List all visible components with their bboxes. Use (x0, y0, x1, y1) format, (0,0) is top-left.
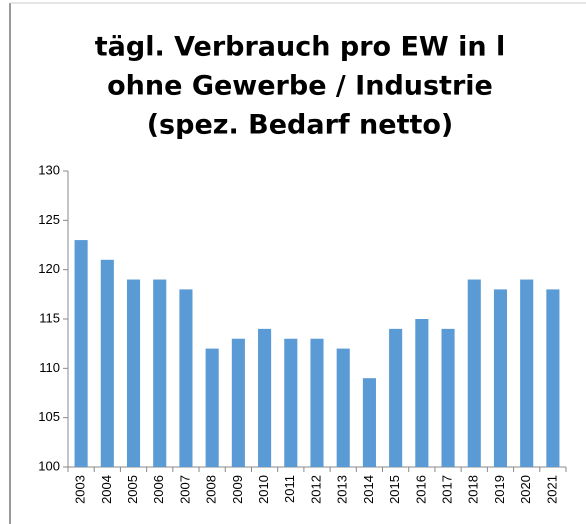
bar (231, 338, 245, 467)
bar (74, 240, 88, 467)
bar (493, 289, 508, 467)
x-tick-label: 2005 (125, 475, 140, 504)
x-tick-label: 2013 (335, 475, 350, 504)
x-tick-label: 2019 (492, 475, 507, 504)
bar (467, 279, 481, 467)
x-tick-label: 2006 (151, 475, 166, 504)
bar (362, 378, 376, 467)
bar (546, 289, 560, 467)
x-tick-label: 2004 (99, 475, 114, 504)
x-tick-label: 2008 (204, 475, 219, 504)
x-tick-label: 2014 (361, 475, 376, 504)
bar (284, 338, 298, 467)
x-tick-label: 2010 (256, 475, 271, 504)
x-tick-label: 2016 (413, 475, 428, 504)
x-tick-label: 2017 (439, 475, 454, 504)
y-tick-label: 130 (38, 162, 60, 177)
x-tick-label: 2011 (282, 475, 297, 503)
chart-title: (spez. Bedarf netto) (147, 110, 454, 141)
bar (389, 328, 403, 467)
y-tick-label: 100 (38, 458, 60, 473)
x-tick-label: 2007 (177, 475, 192, 504)
y-tick-label: 110 (39, 360, 60, 375)
bar (153, 279, 167, 467)
x-tick-label: 2012 (308, 475, 323, 504)
y-tick-label: 125 (38, 212, 60, 227)
y-tick-label: 120 (38, 261, 60, 276)
bar (310, 338, 324, 467)
x-tick-label: 2009 (230, 475, 245, 504)
bar (126, 279, 141, 467)
x-tick-label: 2018 (466, 475, 481, 504)
bar (336, 348, 350, 467)
bar (415, 319, 429, 467)
x-tick-label: 2021 (544, 475, 559, 504)
bar (179, 289, 193, 467)
bar (520, 279, 534, 467)
y-tick-label: 115 (39, 310, 60, 325)
bar (258, 328, 272, 467)
x-tick-label: 2020 (518, 475, 533, 504)
x-tick-label: 2015 (387, 475, 402, 504)
chart-title: tägl. Verbrauch pro EW in l (95, 32, 505, 63)
y-tick-label: 105 (38, 409, 60, 424)
bar (441, 328, 455, 467)
bar (100, 259, 114, 467)
bar (205, 348, 219, 467)
x-tick-label: 2003 (73, 475, 88, 504)
chart-title: ohne Gewerbe / Industrie (107, 71, 493, 102)
